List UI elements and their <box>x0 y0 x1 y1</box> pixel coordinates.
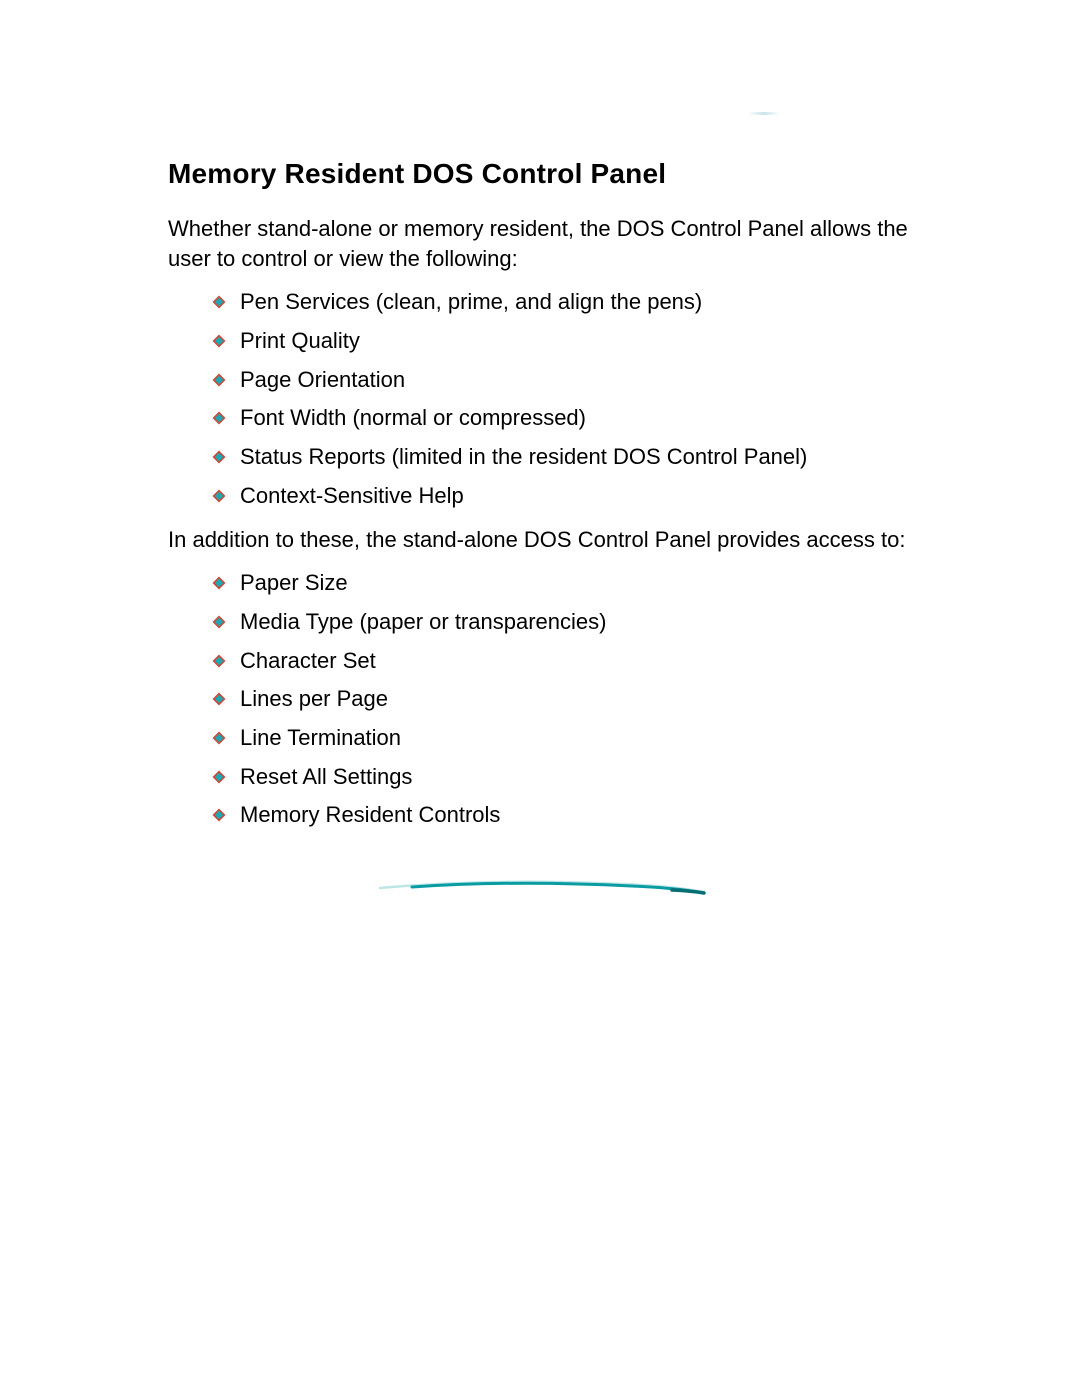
diamond-bullet-icon <box>212 411 226 425</box>
list-item-text: Media Type (paper or transparencies) <box>240 607 606 637</box>
list-item-text: Pen Services (clean, prime, and align th… <box>240 287 702 317</box>
list-item-text: Paper Size <box>240 568 348 598</box>
list-item-text: Line Termination <box>240 723 401 753</box>
list-item-text: Memory Resident Controls <box>240 800 500 830</box>
list-item: Status Reports (limited in the resident … <box>212 442 915 472</box>
diamond-bullet-icon <box>212 654 226 668</box>
diamond-bullet-icon <box>212 489 226 503</box>
mid-paragraph: In addition to these, the stand-alone DO… <box>168 525 915 555</box>
scan-artifact-smudge <box>748 112 780 115</box>
document-page: Memory Resident DOS Control Panel Whethe… <box>0 0 1080 902</box>
intro-paragraph: Whether stand-alone or memory resident, … <box>168 214 915 273</box>
diamond-bullet-icon <box>212 808 226 822</box>
list-item-text: Print Quality <box>240 326 360 356</box>
diamond-bullet-icon <box>212 295 226 309</box>
list-item: Font Width (normal or compressed) <box>212 403 915 433</box>
list-item-text: Lines per Page <box>240 684 388 714</box>
list-item: Context-Sensitive Help <box>212 481 915 511</box>
list-item: Lines per Page <box>212 684 915 714</box>
feature-list-1: Pen Services (clean, prime, and align th… <box>168 287 915 510</box>
list-item: Media Type (paper or transparencies) <box>212 607 915 637</box>
list-item-text: Page Orientation <box>240 365 405 395</box>
feature-list-2: Paper Size Media Type (paper or transpar… <box>168 568 915 830</box>
diamond-bullet-icon <box>212 373 226 387</box>
diamond-bullet-icon <box>212 450 226 464</box>
list-item: Paper Size <box>212 568 915 598</box>
list-item: Reset All Settings <box>212 762 915 792</box>
divider-swoosh-icon <box>372 874 712 902</box>
list-item: Memory Resident Controls <box>212 800 915 830</box>
list-item-text: Reset All Settings <box>240 762 412 792</box>
diamond-bullet-icon <box>212 731 226 745</box>
list-item: Pen Services (clean, prime, and align th… <box>212 287 915 317</box>
list-item: Page Orientation <box>212 365 915 395</box>
list-item: Line Termination <box>212 723 915 753</box>
diamond-bullet-icon <box>212 770 226 784</box>
section-divider <box>168 874 915 902</box>
page-heading: Memory Resident DOS Control Panel <box>168 158 915 190</box>
diamond-bullet-icon <box>212 334 226 348</box>
list-item: Character Set <box>212 646 915 676</box>
list-item-text: Character Set <box>240 646 376 676</box>
list-item-text: Status Reports (limited in the resident … <box>240 442 807 472</box>
diamond-bullet-icon <box>212 576 226 590</box>
list-item-text: Font Width (normal or compressed) <box>240 403 586 433</box>
diamond-bullet-icon <box>212 692 226 706</box>
list-item-text: Context-Sensitive Help <box>240 481 464 511</box>
diamond-bullet-icon <box>212 615 226 629</box>
list-item: Print Quality <box>212 326 915 356</box>
